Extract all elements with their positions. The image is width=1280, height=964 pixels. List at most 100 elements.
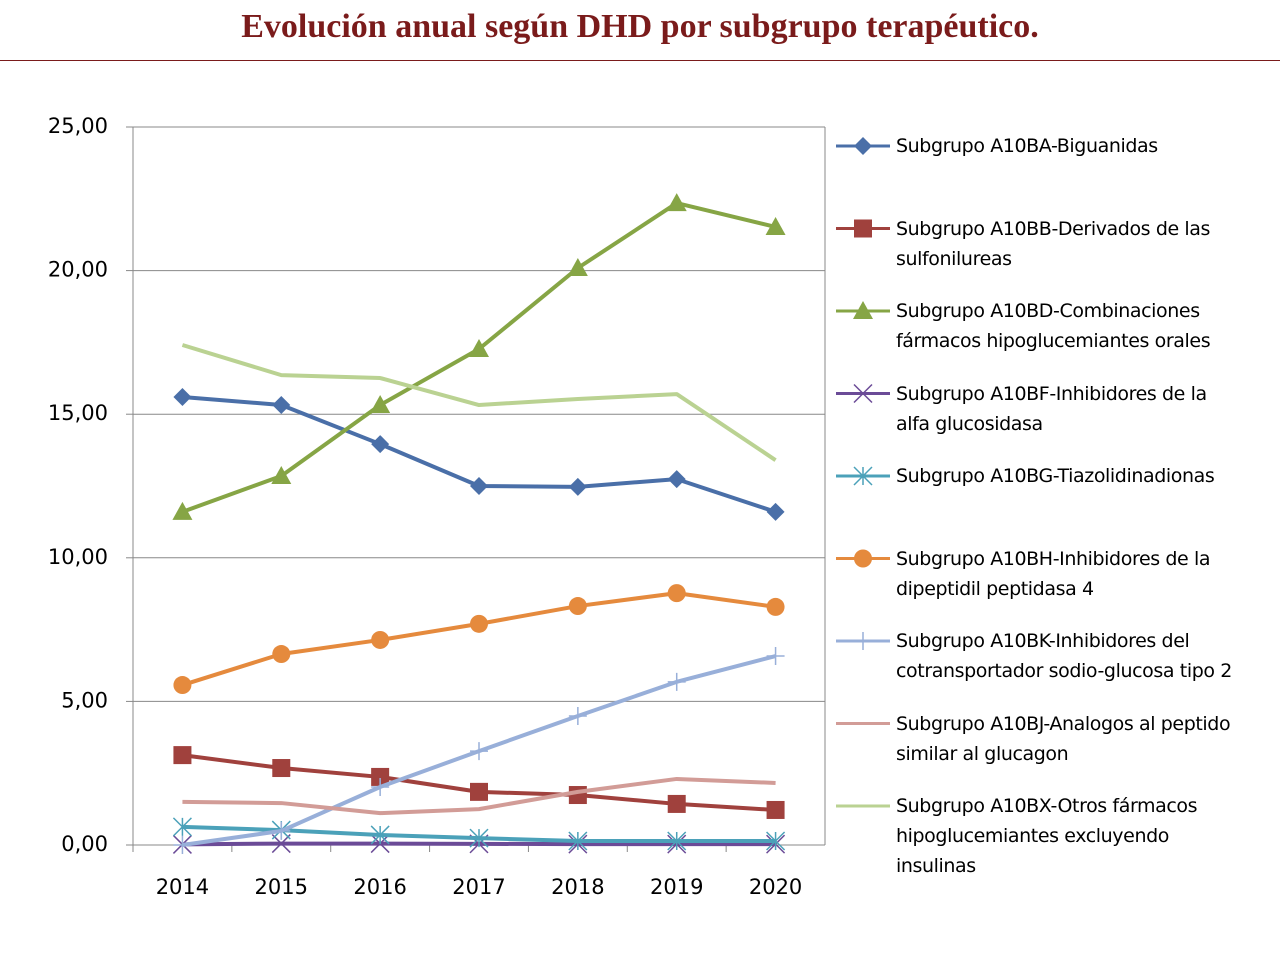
legend-symbol <box>836 301 890 319</box>
x-tick-label: 2020 <box>749 875 802 899</box>
marker <box>370 825 390 845</box>
marker <box>272 396 291 415</box>
marker <box>667 470 686 489</box>
x-tick-label: 2016 <box>353 875 406 899</box>
marker <box>854 549 872 568</box>
legend-label: Subgrupo A10BF-Inhibidores de la alfa gl… <box>896 382 1207 435</box>
marker <box>568 831 588 851</box>
legend-entry: Subgrupo A10BF-Inhibidores de la alfa gl… <box>896 379 1280 439</box>
marker <box>272 821 291 840</box>
marker <box>667 672 686 691</box>
marker <box>371 767 390 786</box>
marker <box>568 597 587 616</box>
marker <box>172 501 193 520</box>
legend-entry: Subgrupo A10BJ-Analogos al peptido simil… <box>896 709 1280 769</box>
marker <box>766 597 785 616</box>
legend-entry: Subgrupo A10BD-Combinaciones fármacos hi… <box>896 296 1280 356</box>
marker <box>766 831 786 851</box>
marker <box>765 216 786 235</box>
marker <box>567 258 588 277</box>
marker <box>469 828 489 848</box>
legend-symbol <box>836 137 890 155</box>
marker <box>568 707 587 726</box>
marker <box>470 742 488 761</box>
legend-label: Subgrupo A10BK-Inhibidores del cotranspo… <box>896 630 1232 682</box>
line <box>181 343 777 462</box>
legend-entry: Subgrupo A10BA-Biguanidas <box>896 131 1280 161</box>
x-tick-label: 2019 <box>650 875 703 899</box>
marker <box>272 645 291 664</box>
y-tick-label: 5,00 <box>61 688 108 712</box>
marker <box>371 777 390 796</box>
series <box>181 343 777 462</box>
legend-label: Subgrupo A10BJ-Analogos al peptido simil… <box>896 712 1231 765</box>
marker <box>172 817 192 837</box>
marker <box>667 584 686 603</box>
marker <box>853 301 873 319</box>
marker <box>371 435 390 454</box>
title-rule <box>0 60 1280 61</box>
marker <box>271 465 292 484</box>
legend-entry: Subgrupo A10BG-Tiazolidinadionas <box>896 461 1280 491</box>
series <box>172 193 786 520</box>
legend-symbol <box>836 219 890 238</box>
marker <box>470 782 488 801</box>
legend-label: Subgrupo A10BG-Tiazolidinadionas <box>896 465 1215 487</box>
marker <box>568 786 587 805</box>
marker <box>470 614 488 633</box>
y-tick-label: 15,00 <box>48 401 108 425</box>
marker <box>271 834 291 854</box>
marker <box>666 193 687 212</box>
series <box>173 647 785 854</box>
legend-symbol <box>836 466 890 486</box>
legend-entry: Subgrupo A10BK-Inhibidores del cotranspo… <box>896 626 1280 686</box>
legend-label: Subgrupo A10BB-Derivados de las sulfonil… <box>896 217 1211 270</box>
series <box>173 584 785 695</box>
marker <box>766 800 785 819</box>
y-tick-label: 10,00 <box>48 545 108 569</box>
x-tick-label: 2018 <box>551 875 604 899</box>
x-tick-label: 2015 <box>255 875 308 899</box>
marker <box>272 759 291 778</box>
line <box>181 201 777 514</box>
series <box>173 387 785 521</box>
marker <box>854 632 872 650</box>
legend-label: Subgrupo A10BH-Inhibidores de la dipepti… <box>896 547 1211 600</box>
marker <box>854 137 872 155</box>
legend-entry: Subgrupo A10BX-Otros fármacos hipoglucem… <box>896 791 1280 881</box>
marker <box>667 794 686 813</box>
legend-entry: Subgrupo A10BH-Inhibidores de la dipepti… <box>896 544 1280 604</box>
legend-symbol <box>836 383 890 404</box>
marker <box>667 831 687 851</box>
y-tick-label: 25,00 <box>48 114 108 138</box>
chart-title: Evolución anual según DHD por subgrupo t… <box>241 8 1039 45</box>
marker <box>470 477 488 495</box>
legend-symbol <box>836 549 890 568</box>
line <box>181 591 776 687</box>
line <box>182 776 776 816</box>
series <box>173 746 785 819</box>
x-tick-label: 2017 <box>452 875 505 899</box>
marker <box>854 219 872 238</box>
y-tick-label: 20,00 <box>48 258 108 282</box>
y-tick-label: 0,00 <box>61 832 108 856</box>
marker <box>371 630 390 649</box>
marker <box>370 395 391 414</box>
marker <box>173 676 192 695</box>
x-tick-label: 2014 <box>156 875 209 899</box>
legend-label: Subgrupo A10BA-Biguanidas <box>896 135 1158 157</box>
legend-label: Subgrupo A10BD-Combinaciones fármacos hi… <box>896 300 1211 352</box>
legend-label: Subgrupo A10BX-Otros fármacos hipoglucem… <box>896 795 1198 877</box>
marker <box>173 746 192 765</box>
marker <box>469 339 489 358</box>
series <box>182 776 776 816</box>
legend-symbol <box>836 632 890 650</box>
marker <box>853 466 873 486</box>
legend-entry: Subgrupo A10BB-Derivados de las sulfonil… <box>896 214 1280 274</box>
marker <box>853 383 873 404</box>
marker <box>766 502 785 521</box>
marker <box>568 477 587 496</box>
marker <box>173 387 192 406</box>
